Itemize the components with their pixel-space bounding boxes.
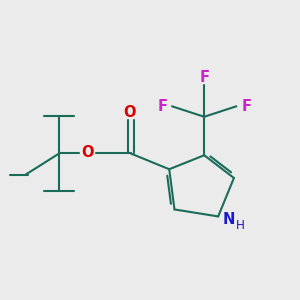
Text: N: N bbox=[222, 212, 235, 227]
Text: F: F bbox=[241, 99, 251, 114]
Text: O: O bbox=[123, 105, 135, 120]
Text: F: F bbox=[157, 99, 167, 114]
Text: O: O bbox=[82, 145, 94, 160]
Text: H: H bbox=[236, 219, 245, 232]
Text: F: F bbox=[199, 70, 209, 85]
